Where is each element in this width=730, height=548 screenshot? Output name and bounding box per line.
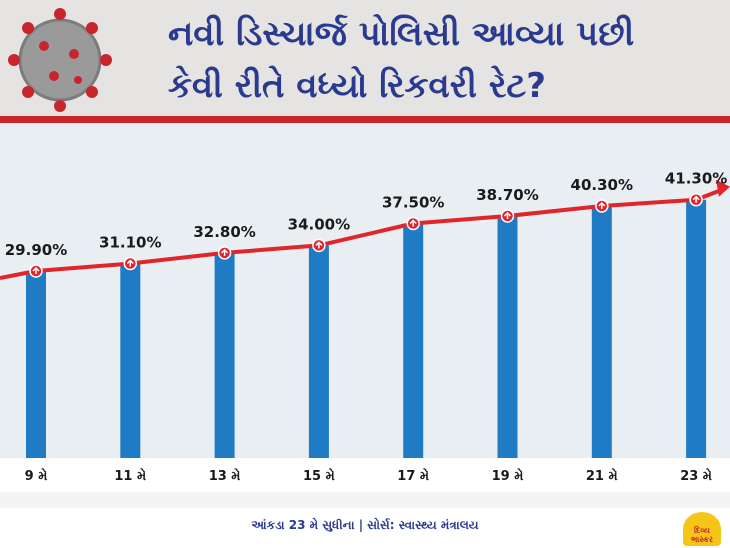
bar-4 <box>403 223 424 458</box>
value-label-3: 34.00% <box>288 215 350 233</box>
divya-bhaskar-logo: દિવ્ય ભાસ્કર <box>683 512 721 546</box>
value-label-4: 37.50% <box>382 194 444 212</box>
bar-7 <box>686 199 707 458</box>
value-label-0: 29.90% <box>5 241 67 259</box>
bar-1 <box>120 263 141 458</box>
x-axis-band <box>0 458 730 492</box>
x-tick-label-0: 9 મે <box>25 467 48 484</box>
x-tick-label-1: 11 મે <box>114 467 146 484</box>
bar-0 <box>26 271 46 458</box>
value-label-2: 32.80% <box>193 223 255 241</box>
bar-3 <box>308 245 329 458</box>
up-arrow-icon <box>598 201 606 209</box>
up-arrow-icon <box>126 259 134 267</box>
footer <box>0 508 730 548</box>
header-divider <box>0 116 730 123</box>
source-note: આંકડા 23 મે સુધીના | સોર્સ: સ્વાસ્થ્ય મં… <box>251 518 479 532</box>
x-tick-label-6: 21 મે <box>586 467 618 484</box>
bar-6 <box>591 205 612 458</box>
coronavirus-icon <box>8 8 112 112</box>
up-arrow-icon <box>221 248 229 256</box>
title-line-2: કેવી રીતે વધ્યો રિકવરી રેટ? <box>168 66 546 106</box>
logo-text: દિવ્ય ભાસ્કર <box>690 526 714 544</box>
bar-2 <box>214 252 235 458</box>
trend-line <box>0 187 723 280</box>
x-tick-label-5: 19 મે <box>492 467 524 484</box>
up-arrow-icon <box>32 266 40 275</box>
x-tick-label-7: 23 મે <box>680 467 712 484</box>
up-arrow-icon <box>503 211 512 219</box>
bar-5 <box>497 215 518 458</box>
trend-arrowhead <box>716 179 730 197</box>
up-arrow-icon <box>409 219 417 227</box>
x-tick-label-3: 15 મે <box>303 467 335 484</box>
value-label-7: 41.30% <box>665 170 727 188</box>
value-label-5: 38.70% <box>476 186 538 204</box>
up-arrow-icon <box>315 241 323 249</box>
header-banner: નવી ડિસ્ચાર્જ પોલિસી આવ્યા પછી કેવી રીતે… <box>0 0 730 120</box>
x-tick-label-2: 13 મે <box>209 467 241 484</box>
x-tick-label-4: 17 મે <box>397 467 429 484</box>
value-label-1: 31.10% <box>99 234 161 252</box>
up-arrow-icon <box>692 195 700 203</box>
value-label-6: 40.30% <box>571 176 633 194</box>
title-line-1: નવી ડિસ્ચાર્જ પોલિસી આવ્યા પછી <box>168 14 635 54</box>
